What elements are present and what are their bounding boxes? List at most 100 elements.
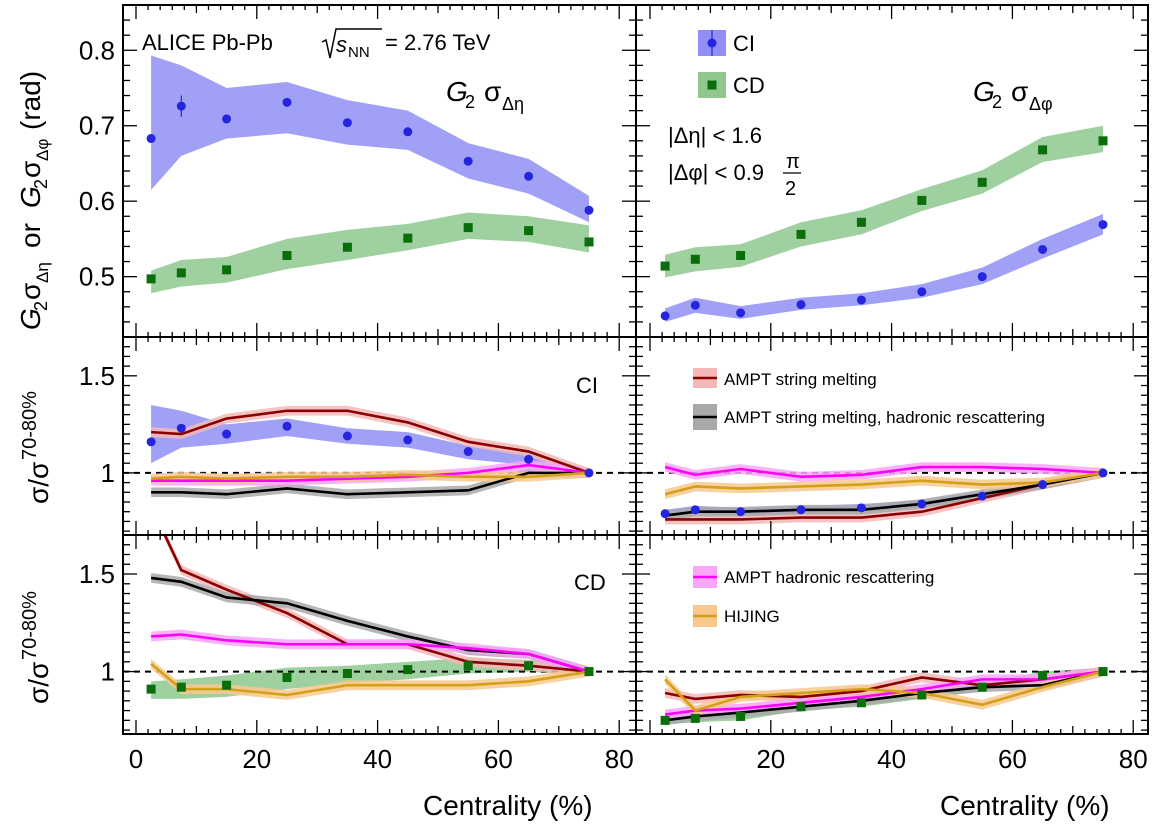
panel-3-ticks xyxy=(123,337,636,535)
x-tick-label: 20 xyxy=(242,744,271,774)
ytitle-ratio-ci: σ/σ xyxy=(23,462,54,504)
panel-title-dphi: G 2 σ Δφ xyxy=(973,76,1053,114)
cut-eta: |Δη| < 1.6 xyxy=(668,123,762,148)
ytitle-ratio-ci-sup: 70-80% xyxy=(19,391,41,460)
x-tick-label: 80 xyxy=(605,744,634,774)
legend-cd-marker xyxy=(707,80,717,90)
ci-point xyxy=(222,114,232,124)
legend-smhr-label: AMPT string melting, hadronic rescatteri… xyxy=(724,408,1045,427)
legend-cd: CD xyxy=(698,72,765,98)
ci-point xyxy=(856,295,866,305)
ci-point xyxy=(856,503,866,513)
panel-3-data xyxy=(123,404,636,500)
cd-point xyxy=(796,229,806,239)
legend-hij-label: HIJING xyxy=(724,607,780,626)
x-tick-label: 60 xyxy=(484,744,513,774)
ci-point xyxy=(524,171,534,181)
cd-point xyxy=(282,251,292,261)
ci-point xyxy=(917,499,927,509)
legend-models: AMPT string melting AMPT string melting,… xyxy=(693,368,1045,627)
panel-5: 1 1.5 0 20 40 60 80 xyxy=(79,534,637,774)
cuts-label: |Δη| < 1.6 |Δφ| < 0.9 π 2 xyxy=(668,123,801,200)
ci-point xyxy=(660,509,670,519)
y-axis-title-top: G 2 σ Δη or G 2 σ Δφ (rad) xyxy=(15,71,52,330)
hr-model-line xyxy=(664,465,1104,479)
cd-point xyxy=(176,268,186,278)
cd-point xyxy=(977,682,987,692)
ci-point xyxy=(176,423,186,433)
panel-6-ticks xyxy=(636,535,1148,734)
cd-point xyxy=(403,665,413,675)
y-tick-label: 1 xyxy=(101,657,115,687)
hij-model-band xyxy=(151,658,589,700)
legend-ci-label: CI xyxy=(733,31,755,56)
y-tick-label: 0.6 xyxy=(79,186,115,216)
ci-point xyxy=(1098,220,1108,230)
ci-point xyxy=(736,507,746,517)
ytitle-ratio-cd: σ/σ xyxy=(23,662,54,704)
cd-point xyxy=(690,713,700,723)
cd-point xyxy=(917,195,927,205)
cd-point xyxy=(1098,136,1108,146)
ci-point xyxy=(660,311,670,321)
title-sigma: σ xyxy=(484,76,501,107)
cd-systematic-band xyxy=(665,125,1103,278)
ci-point xyxy=(690,505,700,515)
title-G: G xyxy=(446,76,468,107)
x-tick-label: 40 xyxy=(363,744,392,774)
cut-phi: |Δφ| < 0.9 xyxy=(668,160,764,185)
cd-point xyxy=(146,274,156,284)
panel-4-ticks xyxy=(636,337,1148,535)
ci-point xyxy=(584,205,594,215)
legend-hij: HIJING xyxy=(693,605,780,627)
y-tick-label: 0.5 xyxy=(79,262,115,292)
cd-point xyxy=(176,682,186,692)
experiment-label: ALICE Pb-Pb s NN = 2.76 TeV xyxy=(142,28,491,61)
cd-point xyxy=(660,261,670,271)
ci-point xyxy=(282,97,292,107)
cd-point xyxy=(796,702,806,712)
cd-systematic-band xyxy=(151,212,589,294)
sqrt-symbol xyxy=(321,28,382,59)
cd-point xyxy=(342,669,352,679)
panel-4-data xyxy=(636,462,1148,525)
y-tick-label: 1.5 xyxy=(79,361,115,391)
panel-6-data xyxy=(636,666,1148,726)
smhr-model-band xyxy=(665,468,1103,521)
ci-point xyxy=(222,429,232,439)
ci-point xyxy=(690,300,700,310)
ytitle-sigma-sub: Δη xyxy=(33,262,52,283)
ci-point xyxy=(176,101,186,111)
panel-label-ci: CI xyxy=(576,373,598,398)
cd-point xyxy=(917,690,927,700)
title-sigma-subscript-right: Δφ xyxy=(1029,94,1053,114)
ci-point xyxy=(342,118,352,128)
panel-4 xyxy=(635,336,1149,536)
ci-point xyxy=(146,437,156,447)
cd-point xyxy=(584,667,594,677)
cd-point xyxy=(736,711,746,721)
x-axis-title-right: Centrality (%) xyxy=(940,790,1110,821)
ci-systematic-band xyxy=(665,214,1103,322)
cd-point xyxy=(146,684,156,694)
panel-6: 20 40 60 80 xyxy=(635,534,1149,774)
title-sigma-right: σ xyxy=(1011,76,1028,107)
ytitle-or: or xyxy=(15,223,46,248)
ci-point xyxy=(584,468,594,478)
panel-label-cd: CD xyxy=(574,570,606,595)
hij-model-line xyxy=(150,662,590,697)
panel-5-data xyxy=(123,535,636,700)
sm-model-line xyxy=(151,409,590,475)
cd-point xyxy=(342,242,352,252)
y-axis-title-ratio-cd: σ/σ 70-80% xyxy=(19,591,54,704)
y-tick-label: 1 xyxy=(101,458,115,488)
legend-sm-label: AMPT string melting xyxy=(724,370,877,389)
ci-point xyxy=(463,156,473,166)
hr-model-line xyxy=(151,633,590,673)
cd-point xyxy=(463,223,473,233)
cd-point xyxy=(403,233,413,243)
cut-phi-numerator: π xyxy=(786,151,800,173)
ci-ratio-band xyxy=(151,404,589,477)
x-tick-label: 80 xyxy=(1119,744,1148,774)
